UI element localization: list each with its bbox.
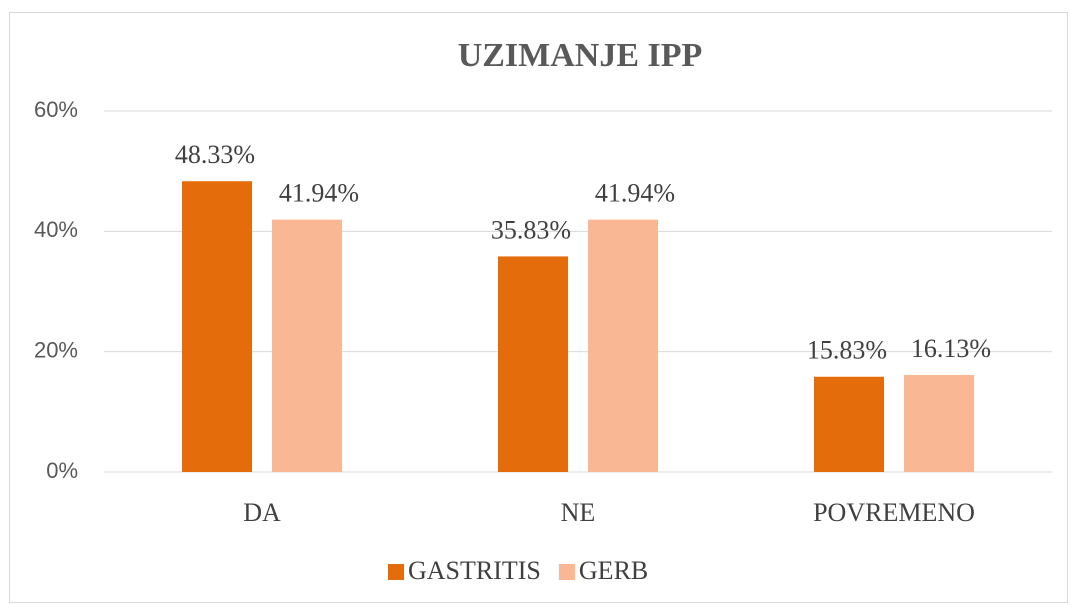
value-label: 15.83% xyxy=(807,336,887,365)
x-tick-label: POVREMENO xyxy=(813,498,975,527)
legend-label: GERB xyxy=(579,556,648,585)
value-label: 35.83% xyxy=(491,215,571,244)
chart-title: UZIMANJE IPP xyxy=(458,37,703,74)
legend-label: GASTRITIS xyxy=(408,556,541,585)
legend-swatch xyxy=(388,564,404,580)
bar xyxy=(272,219,342,472)
value-label: 41.94% xyxy=(279,179,359,208)
bar xyxy=(904,374,974,472)
value-label: 41.94% xyxy=(595,179,675,208)
y-tick-label: 20% xyxy=(34,337,78,362)
bar xyxy=(182,181,252,473)
legend-swatch xyxy=(558,564,575,580)
y-tick-label: 60% xyxy=(34,97,78,122)
x-tick-label: DA xyxy=(243,498,281,527)
value-label: 48.33% xyxy=(175,140,255,169)
y-tick-label: 0% xyxy=(46,458,78,483)
x-tick-label: NE xyxy=(561,498,596,527)
bar xyxy=(498,256,568,472)
value-label: 16.13% xyxy=(911,334,991,363)
bar xyxy=(814,376,884,472)
y-tick-label: 40% xyxy=(34,217,78,242)
bar xyxy=(588,219,658,472)
